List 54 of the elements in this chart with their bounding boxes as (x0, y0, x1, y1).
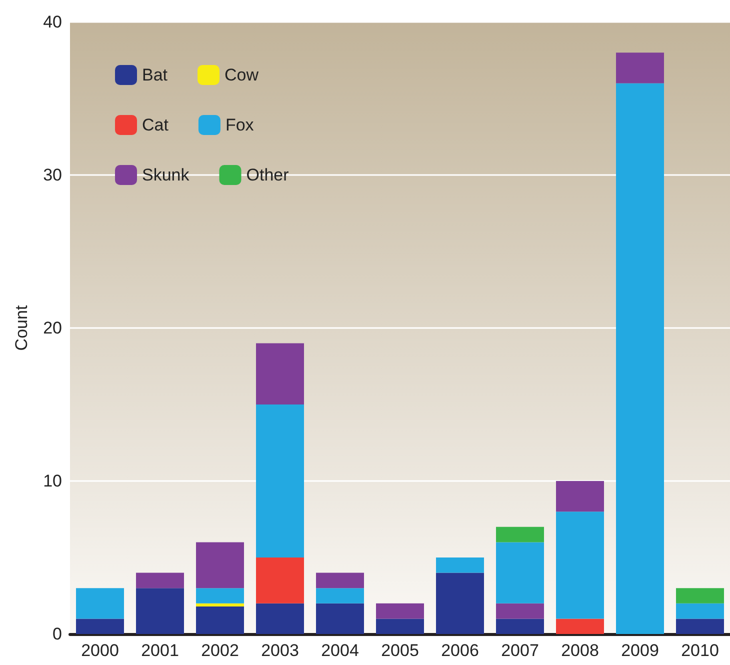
bar (556, 618, 604, 634)
legend-label: Cat (142, 116, 169, 134)
y-tick-label: 20 (43, 318, 62, 338)
legend-label: Cow (224, 66, 260, 84)
bar (196, 542, 244, 588)
x-tick-label: 2004 (321, 641, 359, 660)
x-tick-label: 2008 (561, 641, 599, 660)
bar (136, 588, 184, 634)
bar (616, 83, 664, 634)
bar (76, 588, 124, 619)
y-tick-label: 10 (43, 472, 62, 490)
x-tick-label: 2000 (81, 641, 119, 660)
bar (496, 603, 544, 619)
bar (316, 603, 364, 634)
x-tick-label: 2003 (261, 641, 299, 660)
bar (496, 618, 544, 634)
bar (196, 603, 244, 606)
y-axis-title: Count (12, 305, 31, 351)
bar (316, 588, 364, 604)
bar (436, 572, 484, 634)
bar (556, 481, 604, 512)
bar (616, 52, 664, 84)
x-tick-label: 2001 (141, 641, 179, 660)
bar (496, 542, 544, 604)
legend-label: Other (246, 166, 290, 184)
bar (136, 572, 184, 588)
bar (676, 588, 724, 604)
bar (676, 603, 724, 619)
x-tick-label: 2006 (441, 641, 479, 660)
bar (496, 526, 544, 542)
bar (376, 603, 424, 619)
bar (436, 558, 484, 573)
bar (316, 572, 364, 588)
x-tick-label: 2009 (621, 641, 659, 660)
x-tick-label: 2002 (201, 641, 239, 660)
bar (556, 512, 604, 619)
legend-label: Fox (225, 116, 254, 134)
legend-label: Bat (142, 66, 168, 84)
x-tick-label: 2010 (681, 641, 719, 660)
bar (256, 404, 304, 558)
bar (376, 618, 424, 634)
bar (676, 618, 724, 634)
legend-label: Skunk (142, 166, 190, 184)
y-tick-label: 0 (52, 624, 62, 644)
bar (196, 606, 244, 634)
x-tick-label: 2005 (381, 641, 419, 660)
bar (256, 558, 304, 604)
bar (256, 603, 304, 634)
bar (256, 343, 304, 404)
x-tick-label: 2007 (501, 641, 539, 660)
bar (76, 618, 124, 634)
y-tick-label: 40 (43, 12, 62, 32)
bar (196, 588, 244, 604)
y-tick-label: 30 (43, 166, 62, 184)
